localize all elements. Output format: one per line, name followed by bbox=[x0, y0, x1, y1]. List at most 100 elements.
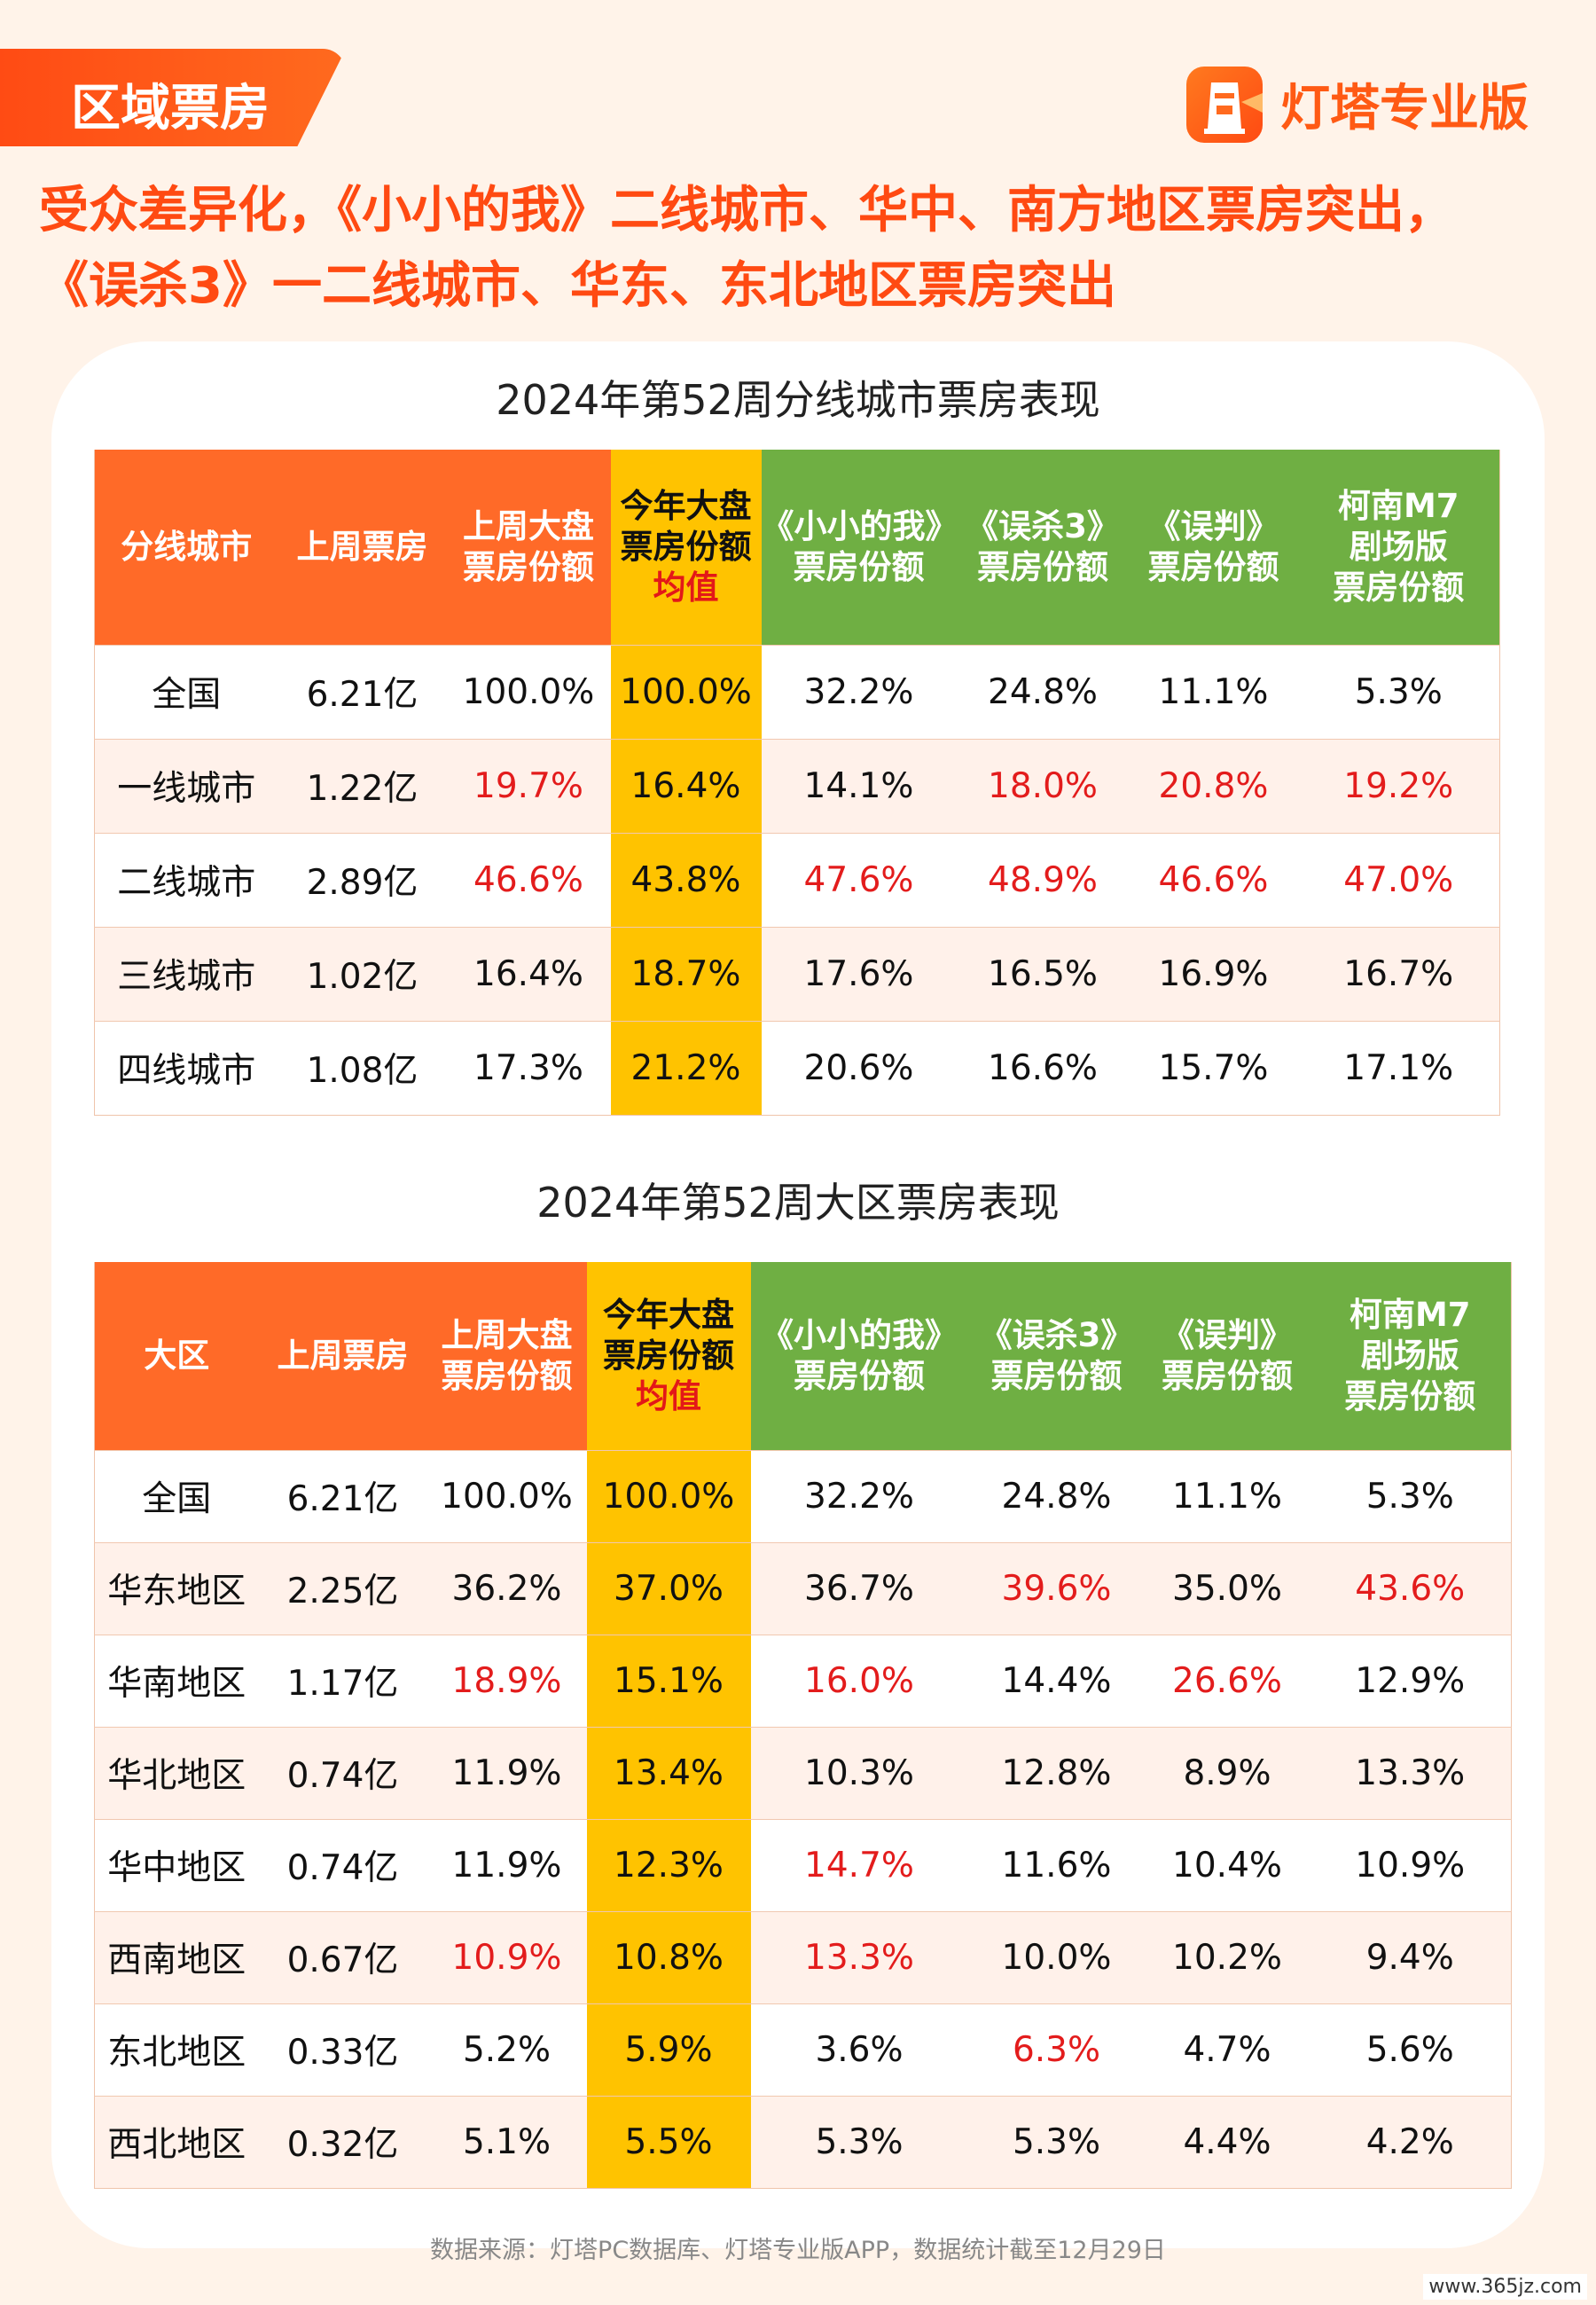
table-cell: 5.2% bbox=[426, 2003, 587, 2096]
table-cell: 11.9% bbox=[426, 1818, 587, 1911]
table-cell: 三线城市 bbox=[94, 926, 278, 1021]
table2-title: 2024年第52周大区票房表现 bbox=[536, 1179, 1060, 1227]
column-header: 上周票房 bbox=[278, 450, 447, 645]
column-header: 《小小的我》 票房份额 bbox=[750, 1262, 968, 1450]
table-cell: 12.3% bbox=[586, 1818, 751, 1911]
column-header-line: 票房份额 bbox=[620, 527, 752, 566]
city-tier-table: 分线城市 上周票房 上周大盘 票房份额 今年大盘 票房份额 均值 《小小的我》 票房份额 《误杀3… bbox=[94, 450, 1500, 1116]
table-row: 三线城市 1.02亿 16.4% 18.7% 17.6% 16.5% 16.9% 16.7% bbox=[94, 926, 1500, 1021]
brand-name: 灯塔专业版 bbox=[1280, 80, 1529, 137]
column-header-line: 上周票房 bbox=[296, 527, 428, 566]
table-cell: 5.6% bbox=[1309, 2003, 1512, 2096]
column-header: 《误杀3》 票房份额 bbox=[967, 1262, 1146, 1450]
column-header-line: 《误杀3》 bbox=[979, 1315, 1134, 1354]
table-row: 华南地区 1.17亿 18.9% 15.1% 16.0% 14.4% 26.6% 12.9% bbox=[94, 1634, 1512, 1727]
table-cell: 17.1% bbox=[1297, 1020, 1500, 1115]
table-cell: 10.0% bbox=[967, 1910, 1146, 2003]
brand-logo: 灯塔专业版 bbox=[1186, 62, 1529, 146]
table-cell: 13.3% bbox=[1309, 1726, 1512, 1819]
table-cell: 24.8% bbox=[967, 1449, 1146, 1542]
table-cell: 16.4% bbox=[610, 738, 762, 833]
table-cell: 4.4% bbox=[1145, 2095, 1310, 2188]
table-cell: 5.1% bbox=[426, 2095, 587, 2188]
column-header-line: 《小小的我》 bbox=[761, 506, 958, 545]
column-header-line: 均值 bbox=[653, 568, 719, 607]
table-cell: 100.0% bbox=[426, 1449, 587, 1542]
table-cell: 35.0% bbox=[1145, 1541, 1310, 1635]
table-cell: 华东地区 bbox=[94, 1541, 259, 1635]
column-header-line: 剧场版 bbox=[1360, 1336, 1459, 1375]
table-cell: 3.6% bbox=[750, 2003, 968, 2096]
table-cell: 24.8% bbox=[956, 644, 1130, 739]
table-cell: 15.1% bbox=[586, 1634, 751, 1727]
table-cell: 0.74亿 bbox=[258, 1818, 427, 1911]
table-cell: 9.4% bbox=[1309, 1910, 1512, 2003]
table-cell: 18.0% bbox=[956, 738, 1130, 833]
table-cell: 5.3% bbox=[750, 2095, 968, 2188]
table-cell: 46.6% bbox=[1129, 832, 1298, 927]
column-header: 《误判》 票房份额 bbox=[1129, 450, 1298, 645]
column-header-line: 上周大盘 bbox=[463, 506, 594, 545]
table-cell: 17.3% bbox=[446, 1020, 611, 1115]
table-cell: 17.6% bbox=[761, 926, 957, 1021]
table-cell: 5.3% bbox=[967, 2095, 1146, 2188]
table-cell: 5.3% bbox=[1297, 644, 1500, 739]
table-cell: 0.32亿 bbox=[258, 2095, 427, 2188]
table-cell: 47.6% bbox=[761, 832, 957, 927]
lighthouse-icon bbox=[1186, 66, 1263, 143]
table-cell: 1.17亿 bbox=[258, 1634, 427, 1727]
headline: 受众差异化，《小小的我》二线城市、华中、南方地区票房突出， 《误杀3》一二线城市… bbox=[39, 173, 1582, 324]
table-row: 东北地区 0.33亿 5.2% 5.9% 3.6% 6.3% 4.7% 5.6% bbox=[94, 2003, 1512, 2096]
table-cell: 2.89亿 bbox=[278, 832, 447, 927]
header-row: 大区 上周票房 上周大盘 票房份额 今年大盘 票房份额 均值 《小小的我》 票房份额 《误杀3》票… bbox=[94, 1262, 1512, 1450]
table1-title: 2024年第52周分线城市票房表现 bbox=[496, 376, 1100, 424]
column-header: 上周票房 bbox=[258, 1262, 427, 1450]
column-header-line: 《误判》 bbox=[1162, 1315, 1293, 1354]
column-header-line: 票房份额 bbox=[793, 547, 925, 586]
region-table: 大区 上周票房 上周大盘 票房份额 今年大盘 票房份额 均值 《小小的我》 票房份额 《误杀3》票… bbox=[94, 1262, 1512, 2189]
column-header-line: 《误判》 bbox=[1147, 506, 1279, 545]
table-cell: 11.1% bbox=[1145, 1449, 1310, 1542]
column-header-line: 票房份额 bbox=[1162, 1356, 1293, 1395]
column-header-line: 上周大盘 bbox=[441, 1315, 573, 1354]
column-header-line: 票房份额 bbox=[1147, 547, 1279, 586]
table-cell: 15.7% bbox=[1129, 1020, 1298, 1115]
column-header-line: 票房份额 bbox=[1333, 568, 1465, 607]
watermark: www.365jz.com bbox=[1423, 2274, 1587, 2300]
table-row: 二线城市 2.89亿 46.6% 43.8% 47.6% 48.9% 46.6% 47.0% bbox=[94, 832, 1500, 927]
table-cell: 11.6% bbox=[967, 1818, 1146, 1911]
table-cell: 5.3% bbox=[1309, 1449, 1512, 1542]
column-header: 今年大盘 票房份额 均值 bbox=[586, 1262, 751, 1450]
column-header-line: 《小小的我》 bbox=[761, 1315, 958, 1354]
table-cell: 4.7% bbox=[1145, 2003, 1310, 2096]
column-header-line: 票房份额 bbox=[463, 547, 594, 586]
column-header: 《小小的我》 票房份额 bbox=[761, 450, 958, 645]
table-row: 西北地区 0.32亿 5.1% 5.5% 5.3% 5.3% 4.4% 4.2% bbox=[94, 2095, 1512, 2188]
table-row: 四线城市 1.08亿 17.3% 21.2% 20.6% 16.6% 15.7% 17.1% bbox=[94, 1020, 1500, 1115]
table-cell: 1.08亿 bbox=[278, 1020, 447, 1115]
column-header: 今年大盘 票房份额 均值 bbox=[610, 450, 762, 645]
table-cell: 16.4% bbox=[446, 926, 611, 1021]
table-cell: 26.6% bbox=[1145, 1634, 1310, 1727]
column-header-line: 票房份额 bbox=[794, 1356, 925, 1395]
table-cell: 11.1% bbox=[1129, 644, 1298, 739]
table-cell: 二线城市 bbox=[94, 832, 278, 927]
section-tag-label: 区域票房 bbox=[71, 80, 270, 137]
table-cell: 20.6% bbox=[761, 1020, 957, 1115]
column-header-line: 票房份额 bbox=[441, 1356, 573, 1395]
column-header-line: 票房份额 bbox=[1344, 1376, 1476, 1415]
table-cell: 4.2% bbox=[1309, 2095, 1512, 2188]
table-cell: 16.9% bbox=[1129, 926, 1298, 1021]
table-cell: 13.3% bbox=[750, 1910, 968, 2003]
table-cell: 16.6% bbox=[956, 1020, 1130, 1115]
table-row: 华东地区 2.25亿 36.2% 37.0% 36.7% 39.6% 35.0% 43.6% bbox=[94, 1541, 1512, 1635]
table-cell: 16.5% bbox=[956, 926, 1130, 1021]
table-cell: 全国 bbox=[94, 1449, 259, 1542]
table-cell: 西南地区 bbox=[94, 1910, 259, 2003]
table-cell: 华中地区 bbox=[94, 1818, 259, 1911]
table-cell: 10.9% bbox=[1309, 1818, 1512, 1911]
table-cell: 32.2% bbox=[761, 644, 957, 739]
column-header: 柯南M7 剧场版 票房份额 bbox=[1309, 1262, 1512, 1450]
table-cell: 47.0% bbox=[1297, 832, 1500, 927]
column-header-line: 柯南M7 bbox=[1349, 1295, 1471, 1334]
